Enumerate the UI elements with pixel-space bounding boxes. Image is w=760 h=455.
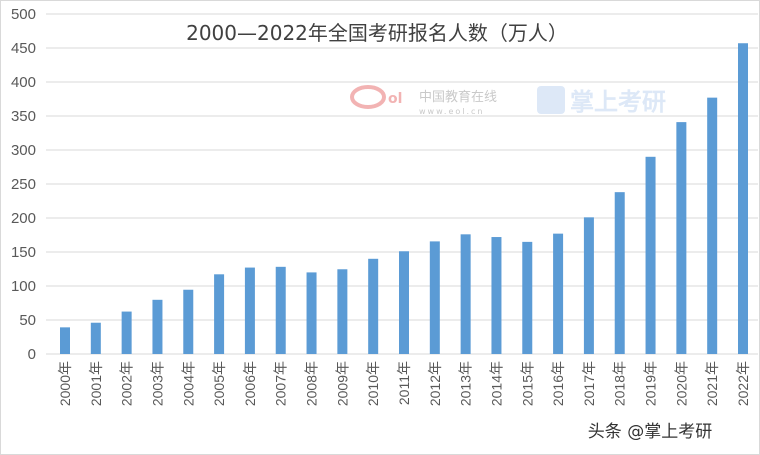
y-tick-label: 400 [11, 74, 36, 91]
bar-2008年 [306, 272, 317, 354]
bars [60, 43, 748, 355]
bar-2021年 [707, 97, 718, 354]
bar-2012年 [429, 241, 440, 354]
x-tick-label: 2018年 [612, 361, 628, 406]
bar-2006年 [244, 267, 255, 354]
x-tick-label: 2006年 [242, 361, 258, 406]
x-tick-label: 2009年 [334, 361, 350, 406]
brand-logo-icon [537, 86, 565, 114]
bar-2005年 [214, 274, 225, 354]
y-tick-label: 0 [28, 346, 36, 363]
x-tick-label: 2005年 [211, 361, 227, 406]
footer-watermark: 头条 @掌上考研 [588, 422, 712, 442]
x-tick-label: 2003年 [149, 361, 165, 406]
x-tick-label: 2014年 [488, 361, 504, 406]
bar-2016年 [553, 233, 564, 354]
eol-name: 中国教育在线 [419, 89, 497, 105]
x-tick-label: 2015年 [519, 361, 535, 406]
brand-watermark: 掌上考研 [537, 86, 666, 116]
y-tick-label: 250 [11, 176, 36, 193]
bar-2022年 [738, 43, 748, 355]
x-tick-label: 2012年 [427, 361, 443, 406]
y-tick-label: 350 [11, 108, 36, 125]
bar-2007年 [275, 266, 286, 354]
y-axis-ticks: 0 50 100 150 200 250 300 350 400 450 500 [11, 6, 36, 363]
bar-2009年 [337, 269, 348, 354]
x-tick-label: 2002年 [119, 361, 135, 406]
x-tick-label: 2008年 [304, 361, 320, 406]
y-tick-label: 100 [11, 278, 36, 295]
bar-2015年 [522, 241, 533, 354]
x-tick-label: 2016年 [550, 361, 566, 406]
y-tick-label: 150 [11, 244, 36, 261]
bar-2017年 [583, 217, 594, 354]
x-tick-label: 2007年 [273, 361, 289, 406]
x-tick-label: 2019年 [643, 361, 659, 406]
x-tick-label: 2004年 [180, 361, 196, 406]
x-tick-label: 2000年 [57, 361, 73, 406]
x-tick-label: 2011年 [396, 361, 412, 405]
x-tick-label: 2017年 [581, 361, 597, 406]
bar-2010年 [368, 258, 379, 354]
bar-2003年 [152, 299, 163, 354]
y-tick-label: 300 [11, 142, 36, 159]
svg-text:ol: ol [388, 91, 402, 107]
x-tick-label: 2010年 [365, 361, 381, 406]
y-tick-label: 450 [11, 40, 36, 57]
bar-2004年 [183, 289, 194, 354]
bar-2011年 [399, 251, 409, 354]
y-tick-label: 200 [11, 210, 36, 227]
y-tick-label: 500 [11, 6, 36, 23]
x-axis-ticks: 2000年 2001年 2002年 2003年 2004年 2005年 2006年 2007年… [57, 361, 751, 406]
bar-2019年 [645, 156, 656, 354]
bar-2018年 [614, 192, 625, 354]
bar-2020年 [676, 122, 687, 355]
x-tick-label: 2013年 [458, 361, 474, 406]
eol-watermark: ol 中国教育在线 www.eol.cn [350, 85, 497, 116]
x-tick-label: 2001年 [88, 361, 104, 406]
gridlines [46, 13, 758, 355]
bar-2000年 [60, 327, 70, 354]
chart-title: 2000—2022年全国考研报名人数（万人） [186, 21, 568, 45]
bar-2014年 [491, 237, 502, 354]
eol-logo-icon [350, 85, 386, 109]
x-tick-label: 2020年 [673, 361, 689, 406]
bar-2013年 [460, 234, 471, 354]
x-tick-label: 2022年 [735, 361, 751, 406]
eol-url: www.eol.cn [419, 107, 485, 116]
bar-2002年 [121, 311, 132, 354]
brand-name: 掌上考研 [570, 88, 666, 116]
bar-2001年 [90, 322, 101, 354]
x-tick-label: 2021年 [704, 361, 720, 406]
y-tick-label: 50 [19, 312, 36, 329]
